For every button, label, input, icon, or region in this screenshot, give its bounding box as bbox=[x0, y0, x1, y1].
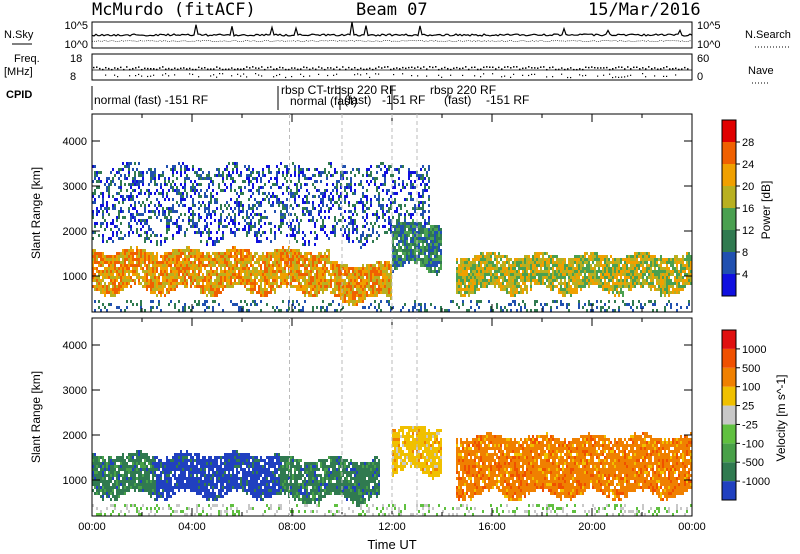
xtick-label: 08:00 bbox=[278, 521, 306, 533]
ytick-label: 4000 bbox=[63, 340, 87, 352]
velocity-ylabel: Slant Range [km] bbox=[29, 371, 43, 463]
ytick-label: 3000 bbox=[63, 181, 87, 193]
power-cbar-label: Power [dB] bbox=[759, 181, 773, 240]
colorbar-segment bbox=[722, 386, 736, 406]
power-colorbar: 28 24 20 16 12 8 4 Power [dB] bbox=[721, 119, 773, 297]
power-ylabel: Slant Range [km] bbox=[29, 167, 43, 259]
cpid-seg-4: -151 RF bbox=[382, 93, 425, 107]
cpid-seg-2: normal (fast) bbox=[290, 94, 357, 108]
velocity-colorbar: 1000 500 100 25 -25 -100 -500 -1000 Velocity [m… bbox=[721, 329, 788, 501]
freq-tick-bottom: 8 bbox=[70, 71, 76, 83]
freq-strip: Freq. [MHz] 18 8 Nave 60 0 bbox=[4, 53, 774, 84]
colorbar-segment bbox=[722, 367, 736, 387]
colorbar-tick: 4 bbox=[742, 269, 748, 281]
velocity-data bbox=[92, 426, 692, 516]
colorbar-tick: 1000 bbox=[742, 344, 766, 356]
nave-tick-top: 60 bbox=[697, 53, 709, 65]
nave-label: Nave bbox=[748, 65, 774, 77]
power-axes: 1000 2000 3000 4000 bbox=[63, 114, 693, 312]
colorbar-segment bbox=[722, 348, 736, 368]
freq-tick-top: 18 bbox=[70, 53, 82, 65]
xtick-label: 00:00 bbox=[78, 521, 106, 533]
beam-title: Beam 07 bbox=[356, 0, 428, 20]
velocity-xlabel: Time UT bbox=[367, 537, 416, 552]
colorbar-segment bbox=[722, 462, 736, 482]
nsky-strip: N.Sky 10^5 10^0 N.Search 10^5 10^0 bbox=[4, 20, 791, 51]
cpid-seg-7: -151 RF bbox=[486, 93, 529, 107]
ytick-label: 4000 bbox=[63, 136, 87, 148]
station-title: McMurdo (fitACF) bbox=[92, 0, 256, 20]
colorbar-segment bbox=[722, 164, 736, 186]
colorbar-segment bbox=[722, 186, 736, 208]
colorbar-tick: 24 bbox=[742, 159, 754, 171]
xtick-label: 12:00 bbox=[378, 521, 406, 533]
colorbar-segment bbox=[722, 120, 736, 142]
colorbar-tick: 20 bbox=[742, 181, 754, 193]
colorbar-tick: 500 bbox=[742, 363, 760, 375]
cpid-strip: CPID normal (fast) -151 RF rbsp CT-trbsp… bbox=[6, 83, 529, 110]
colorbar-tick: 8 bbox=[742, 247, 748, 259]
colorbar-tick: -25 bbox=[742, 419, 758, 431]
cpid-seg-5: rbsp 220 RF bbox=[430, 83, 496, 97]
power-panel: 1000 2000 3000 4000 Slant Range [km] bbox=[29, 113, 693, 313]
colorbar-tick: 25 bbox=[742, 401, 754, 413]
colorbar-tick: 100 bbox=[742, 382, 760, 394]
nsearch-label: N.Search bbox=[745, 29, 791, 41]
ytick-label: 1000 bbox=[63, 475, 87, 487]
ytick-label: 3000 bbox=[63, 385, 87, 397]
ytick-label: 2000 bbox=[63, 226, 87, 238]
xtick-label: 00:00 bbox=[678, 521, 706, 533]
nsky-tick-bottom: 10^0 bbox=[64, 39, 88, 51]
colorbar-segment bbox=[722, 424, 736, 444]
xtick-label: 20:00 bbox=[578, 521, 606, 533]
nsearch-tick-top: 10^5 bbox=[697, 20, 721, 32]
ytick-label: 2000 bbox=[63, 430, 87, 442]
colorbar-segment bbox=[722, 330, 736, 349]
xtick-label: 16:00 bbox=[478, 521, 506, 533]
colorbar-segment bbox=[722, 405, 736, 425]
cpid-seg-0: normal (fast) -151 RF bbox=[94, 93, 208, 107]
nave-tick-bottom: 0 bbox=[697, 71, 703, 83]
colorbar-tick: 28 bbox=[742, 137, 754, 149]
colorbar-tick: 12 bbox=[742, 225, 754, 237]
ytick-label: 1000 bbox=[63, 271, 87, 283]
colorbar-segment bbox=[722, 142, 736, 164]
freq-label: Freq. bbox=[14, 53, 40, 65]
cpid-label: CPID bbox=[6, 89, 32, 101]
colorbar-segment bbox=[722, 252, 736, 274]
nsearch-tick-bottom: 10^0 bbox=[697, 39, 721, 51]
cpid-seg-1: rbsp CT-trbsp 220 RF bbox=[281, 83, 396, 97]
velocity-panel: 1000 2000 3000 4000 00:00 04:00 08:00 12:00 16:0… bbox=[29, 317, 706, 552]
colorbar-segment bbox=[722, 230, 736, 252]
colorbar-segment bbox=[722, 208, 736, 230]
xtick-label: 04:00 bbox=[178, 521, 206, 533]
velocity-axes: 1000 2000 3000 4000 00:00 04:00 08:00 12:00 16:0… bbox=[63, 318, 706, 533]
cpid-seg-3: (fast) bbox=[344, 93, 371, 107]
colorbar-segment bbox=[722, 481, 736, 500]
freq-marks bbox=[92, 66, 692, 79]
nsky-label: N.Sky bbox=[4, 29, 34, 41]
nsearch-line bbox=[92, 39, 693, 43]
colorbar-segment bbox=[722, 274, 736, 296]
cpid-seg-6: (fast) bbox=[444, 93, 471, 107]
freq-unit: [MHz] bbox=[4, 66, 33, 78]
colorbar-segment bbox=[722, 443, 736, 463]
nsky-line bbox=[91, 21, 693, 37]
nsky-tick-top: 10^5 bbox=[64, 20, 88, 32]
date-title: 15/Mar/2016 bbox=[588, 0, 701, 20]
colorbar-tick: -100 bbox=[742, 438, 764, 450]
colorbar-tick: -500 bbox=[742, 457, 764, 469]
colorbar-tick: 16 bbox=[742, 203, 754, 215]
velocity-cbar-label: Velocity [m s^-1] bbox=[774, 375, 788, 462]
colorbar-tick: -1000 bbox=[742, 476, 770, 488]
